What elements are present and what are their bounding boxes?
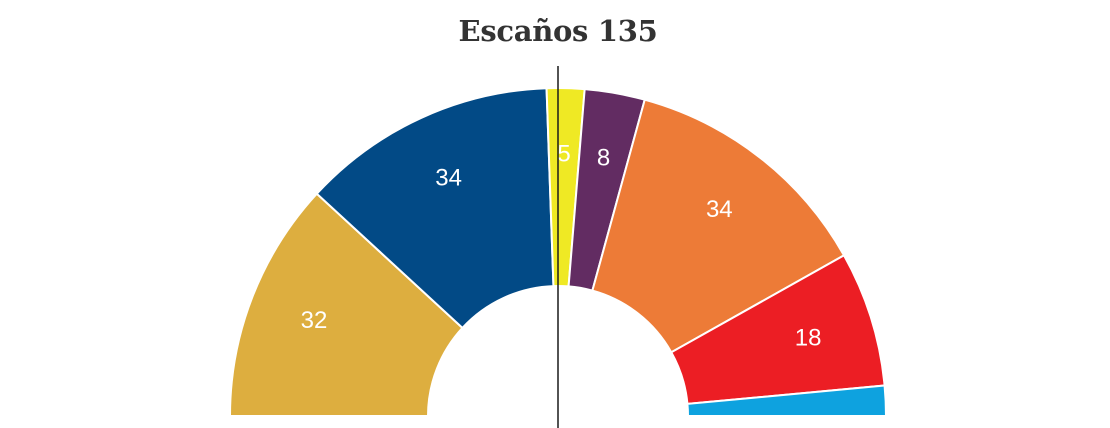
seat-label-3: 8 (597, 144, 610, 171)
seat-label-4: 34 (706, 196, 733, 223)
seat-segment-0 (228, 192, 464, 417)
seat-label-1: 34 (435, 164, 462, 191)
seat-label-0: 32 (301, 307, 328, 334)
chart-title: Escaños 135 (458, 14, 658, 48)
seat-segment-4 (591, 98, 846, 354)
seat-segment-6 (686, 384, 888, 417)
seat-label-5: 18 (795, 324, 822, 351)
seat-labels: 32 34 5 8 34 18 (301, 141, 822, 352)
seat-segment-1 (315, 87, 555, 330)
seat-segments (228, 87, 888, 417)
seat-label-2: 5 (557, 141, 570, 168)
